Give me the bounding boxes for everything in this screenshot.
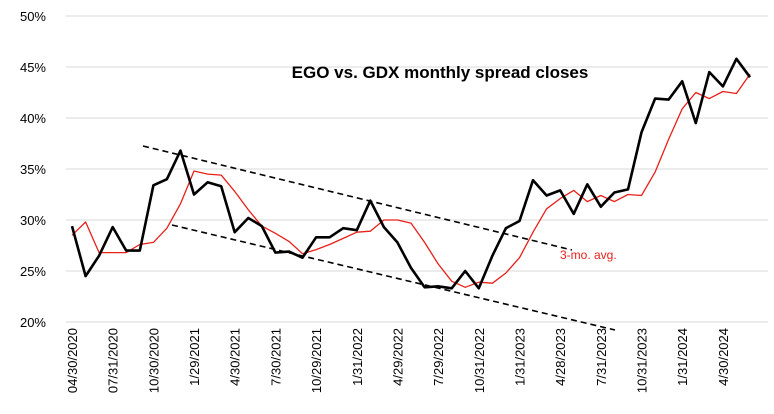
x-tick-label: 1/29/2021	[187, 328, 202, 386]
x-tick-label: 04/30/2020	[65, 328, 80, 393]
y-tick-label: 45%	[20, 60, 46, 75]
x-tick-label: 10/31/2022	[472, 328, 487, 393]
x-tick-label: 4/28/2023	[553, 328, 568, 386]
lower-trend-line	[171, 224, 616, 331]
chart-title: EGO vs. GDX monthly spread closes	[292, 63, 589, 82]
y-tick-label: 20%	[20, 315, 46, 330]
x-tick-label: 4/29/2022	[390, 328, 405, 386]
x-tick-label: 4/30/2021	[228, 328, 243, 386]
y-tick-label: 50%	[20, 9, 46, 24]
y-tick-label: 40%	[20, 111, 46, 126]
upper-trend-line	[142, 145, 573, 251]
series-line	[70, 57, 752, 290]
x-tick-label: 4/30/2024	[716, 328, 731, 386]
y-tick-label: 25%	[20, 264, 46, 279]
x-tick-label: 7/29/2022	[431, 328, 446, 386]
x-tick-label: 1/31/2023	[512, 328, 527, 386]
x-tick-label: 10/30/2020	[146, 328, 161, 393]
x-tick-label: 1/31/2022	[350, 328, 365, 386]
series-line	[71, 73, 751, 288]
x-tick-label: 1/31/2024	[675, 328, 690, 386]
x-tick-label: 10/31/2023	[635, 328, 650, 393]
x-tick-label: 7/31/2023	[594, 328, 609, 386]
x-tick-label: 10/29/2021	[309, 328, 324, 393]
x-tick-label: 7/30/2021	[268, 328, 283, 386]
y-tick-label: 35%	[20, 162, 46, 177]
y-tick-label: 30%	[20, 213, 46, 228]
x-tick-label: 07/31/2020	[106, 328, 121, 393]
series-label: 3-mo. avg.	[560, 248, 617, 262]
